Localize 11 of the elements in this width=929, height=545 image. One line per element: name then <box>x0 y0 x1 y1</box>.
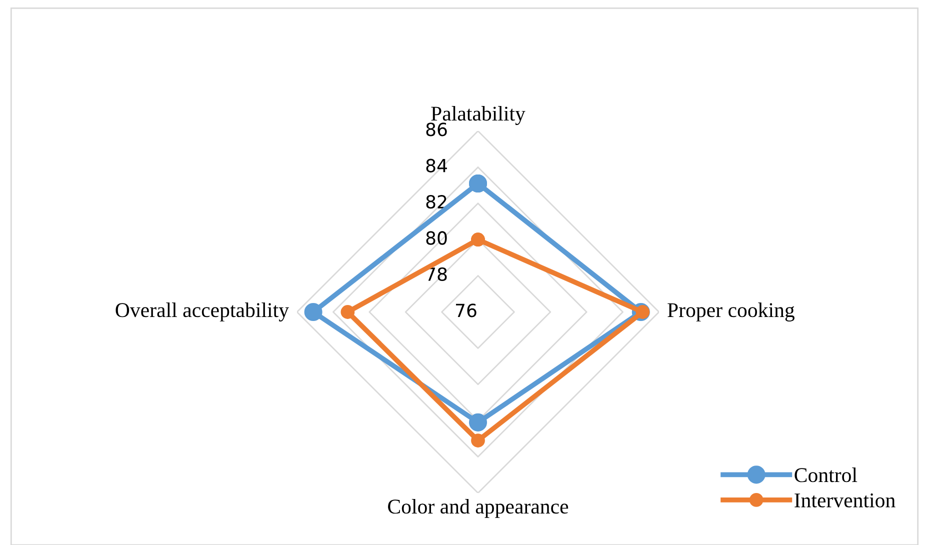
legend-label: Control <box>794 468 858 482</box>
y-tick-label: 86 <box>426 122 447 136</box>
y-tick-label: 82 <box>426 194 446 209</box>
legend-label: Intervention <box>794 493 896 508</box>
y-tick-label: 80 <box>426 231 447 245</box>
spoke-label: Palatability <box>431 106 526 125</box>
y-tick-label: 84 <box>426 158 447 172</box>
spoke-label: Proper cooking <box>668 302 794 322</box>
y-tick-label: 76 <box>456 304 476 318</box>
spoke-label: Color and appearance <box>388 499 568 518</box>
spoke-label: Overall acceptability <box>116 302 289 322</box>
